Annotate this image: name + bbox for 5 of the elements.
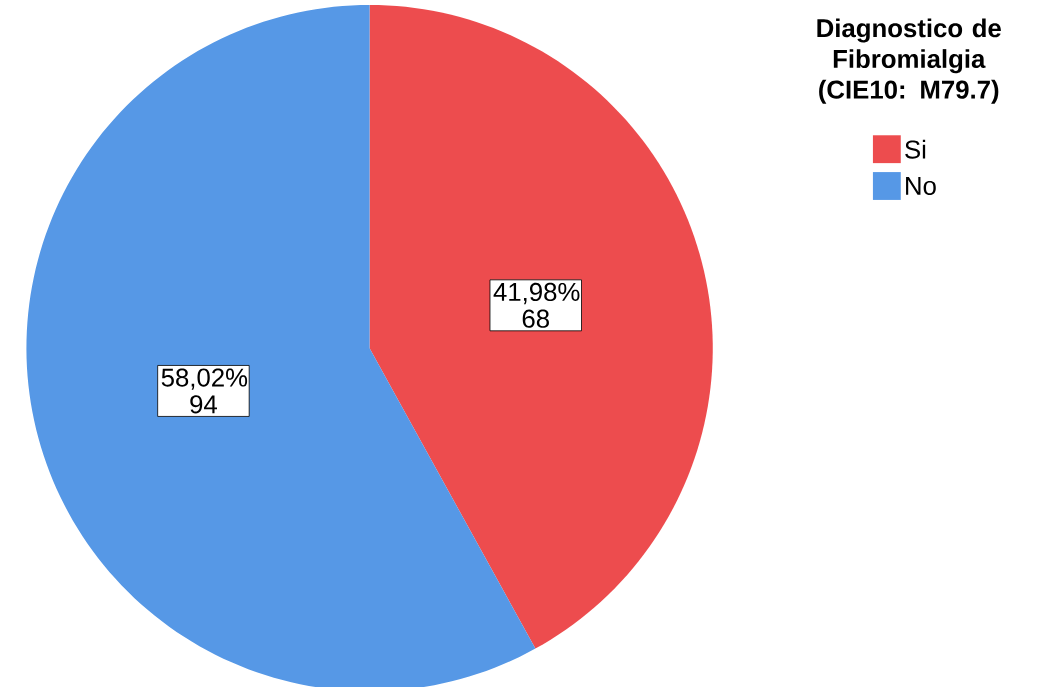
- legend-label: No: [906, 176, 936, 195]
- data-label: 41,98% 68: [493, 282, 580, 328]
- legend-title: Diagnostico de Fibromialgia (CIE10: M79.7): [817, 18, 1001, 104]
- legend-label: Si: [905, 139, 926, 159]
- data-label: 58,02% 94: [161, 368, 248, 414]
